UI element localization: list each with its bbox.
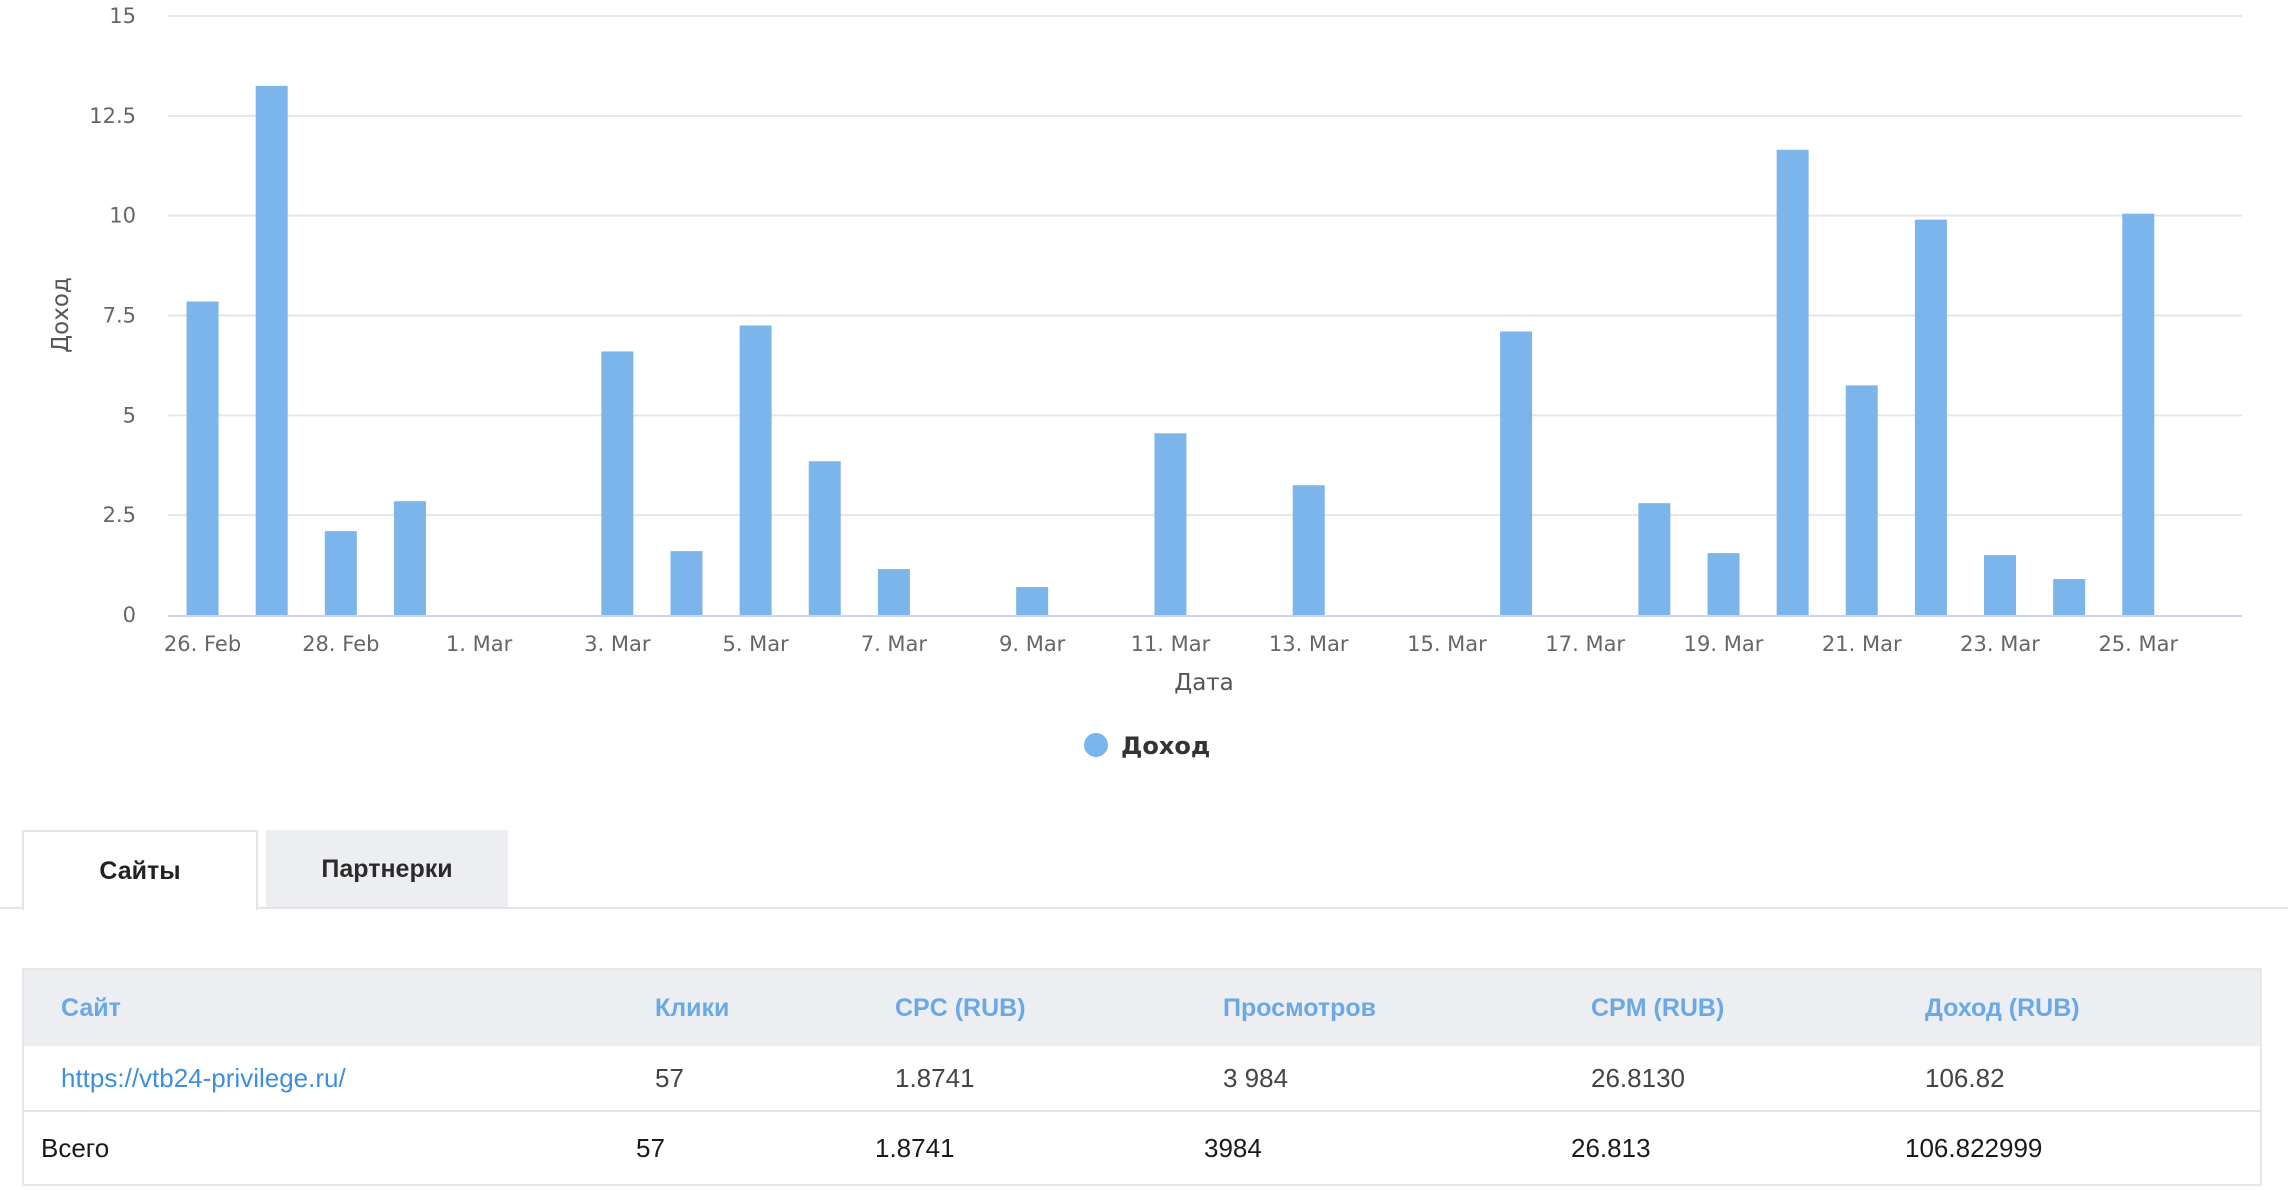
- bar[interactable]: [186, 301, 219, 615]
- bar[interactable]: [1984, 555, 2017, 615]
- bar[interactable]: [1914, 219, 1947, 615]
- total-cpm: 26.813: [1571, 1132, 1651, 1163]
- bar[interactable]: [1776, 149, 1809, 615]
- x-tick-label: 3. Mar: [584, 632, 651, 656]
- legend-label[interactable]: Доход: [1121, 732, 1210, 760]
- x-tick-label: 21. Mar: [1822, 632, 1902, 656]
- x-tick-label: 9. Mar: [999, 632, 1066, 656]
- cell-clicks: 57: [655, 1062, 684, 1093]
- x-tick-label: 19. Mar: [1684, 632, 1764, 656]
- bar[interactable]: [877, 569, 910, 615]
- table-row: https://vtb24-privilege.ru/ 57 1.8741 3 …: [24, 1046, 2260, 1112]
- tabs-divider: [0, 907, 2288, 909]
- bar[interactable]: [670, 551, 703, 615]
- bar[interactable]: [739, 325, 772, 615]
- x-tick-label: 1. Mar: [446, 632, 513, 656]
- cell-income: 106.82: [1925, 1062, 2005, 1093]
- header-income[interactable]: Доход (RUB): [1925, 993, 2080, 1022]
- total-income: 106.822999: [1905, 1132, 2043, 1163]
- bar[interactable]: [2053, 579, 2086, 615]
- header-clicks[interactable]: Клики: [655, 993, 730, 1022]
- bar[interactable]: [1016, 587, 1049, 615]
- total-views: 3984: [1204, 1132, 1262, 1163]
- chart-bars: [186, 85, 2155, 616]
- income-chart: 0 2.5 5 7.5 10 12.5 15 26. Feb 28. Feb 1. Mar 3. …: [48, 4, 2242, 760]
- bar[interactable]: [1292, 485, 1325, 615]
- chart-legend[interactable]: Доход: [1084, 732, 1210, 760]
- total-cpc: 1.8741: [875, 1132, 955, 1163]
- bar[interactable]: [1845, 385, 1878, 615]
- bar[interactable]: [1154, 433, 1187, 615]
- y-tick-label: 10: [109, 204, 136, 228]
- bar[interactable]: [324, 531, 357, 615]
- legend-marker: [1084, 733, 1108, 757]
- y-axis-ticks: 0 2.5 5 7.5 10 12.5 15: [89, 4, 136, 627]
- y-tick-label: 2.5: [103, 503, 136, 527]
- x-tick-label: 15. Mar: [1407, 632, 1487, 656]
- x-tick-label: 7. Mar: [861, 632, 928, 656]
- x-tick-label: 23. Mar: [1960, 632, 2040, 656]
- tab-sites[interactable]: Сайты: [22, 830, 258, 910]
- chart-svg: 0 2.5 5 7.5 10 12.5 15 26. Feb 28. Feb 1. Mar 3. …: [48, 4, 2242, 760]
- y-axis-title: Доход: [48, 277, 74, 353]
- tab-partners[interactable]: Партнерки: [266, 830, 508, 908]
- bar[interactable]: [255, 85, 288, 616]
- bar[interactable]: [393, 501, 426, 615]
- site-link[interactable]: https://vtb24-privilege.ru/: [61, 1062, 346, 1093]
- x-axis-title: Дата: [1174, 670, 1234, 696]
- header-cpm[interactable]: CPM (RUB): [1591, 993, 1725, 1022]
- y-tick-label: 7.5: [103, 304, 136, 328]
- cell-views: 3 984: [1223, 1062, 1289, 1093]
- tab-bar: Сайты Партнерки: [22, 830, 508, 910]
- total-clicks: 57: [636, 1132, 665, 1163]
- x-tick-label: 28. Feb: [302, 632, 379, 656]
- bar[interactable]: [808, 461, 841, 615]
- table-total-row: Всего 57 1.8741 3984 26.813 106.822999: [24, 1112, 2260, 1184]
- table-header-row: Сайт Клики CPC (RUB) Просмотров CPM (RUB…: [24, 970, 2260, 1046]
- y-tick-label: 0: [123, 603, 136, 627]
- bar[interactable]: [2122, 213, 2155, 616]
- x-tick-label: 17. Mar: [1545, 632, 1625, 656]
- header-cpc[interactable]: CPC (RUB): [895, 993, 1026, 1022]
- x-tick-label: 5. Mar: [722, 632, 789, 656]
- x-axis-ticks: 26. Feb 28. Feb 1. Mar 3. Mar 5. Mar 7. Mar 9.…: [164, 632, 2179, 656]
- total-label: Всего: [41, 1132, 110, 1163]
- bar[interactable]: [1707, 553, 1740, 615]
- x-tick-label: 11. Mar: [1131, 632, 1211, 656]
- chart-grid: [168, 15, 2242, 517]
- header-views[interactable]: Просмотров: [1223, 993, 1377, 1022]
- cell-cpm: 26.8130: [1591, 1062, 1685, 1093]
- x-tick-label: 25. Mar: [2098, 632, 2178, 656]
- x-tick-label: 13. Mar: [1269, 632, 1349, 656]
- y-tick-label: 15: [109, 4, 136, 28]
- cell-cpc: 1.8741: [895, 1062, 975, 1093]
- bar[interactable]: [1500, 331, 1533, 615]
- bar[interactable]: [601, 351, 634, 615]
- y-tick-label: 5: [123, 403, 136, 427]
- y-tick-label: 12.5: [89, 104, 136, 128]
- x-tick-label: 26. Feb: [164, 632, 241, 656]
- stats-table: Сайт Клики CPC (RUB) Просмотров CPM (RUB…: [22, 968, 2262, 1186]
- header-site[interactable]: Сайт: [61, 993, 121, 1022]
- bar[interactable]: [1638, 503, 1671, 615]
